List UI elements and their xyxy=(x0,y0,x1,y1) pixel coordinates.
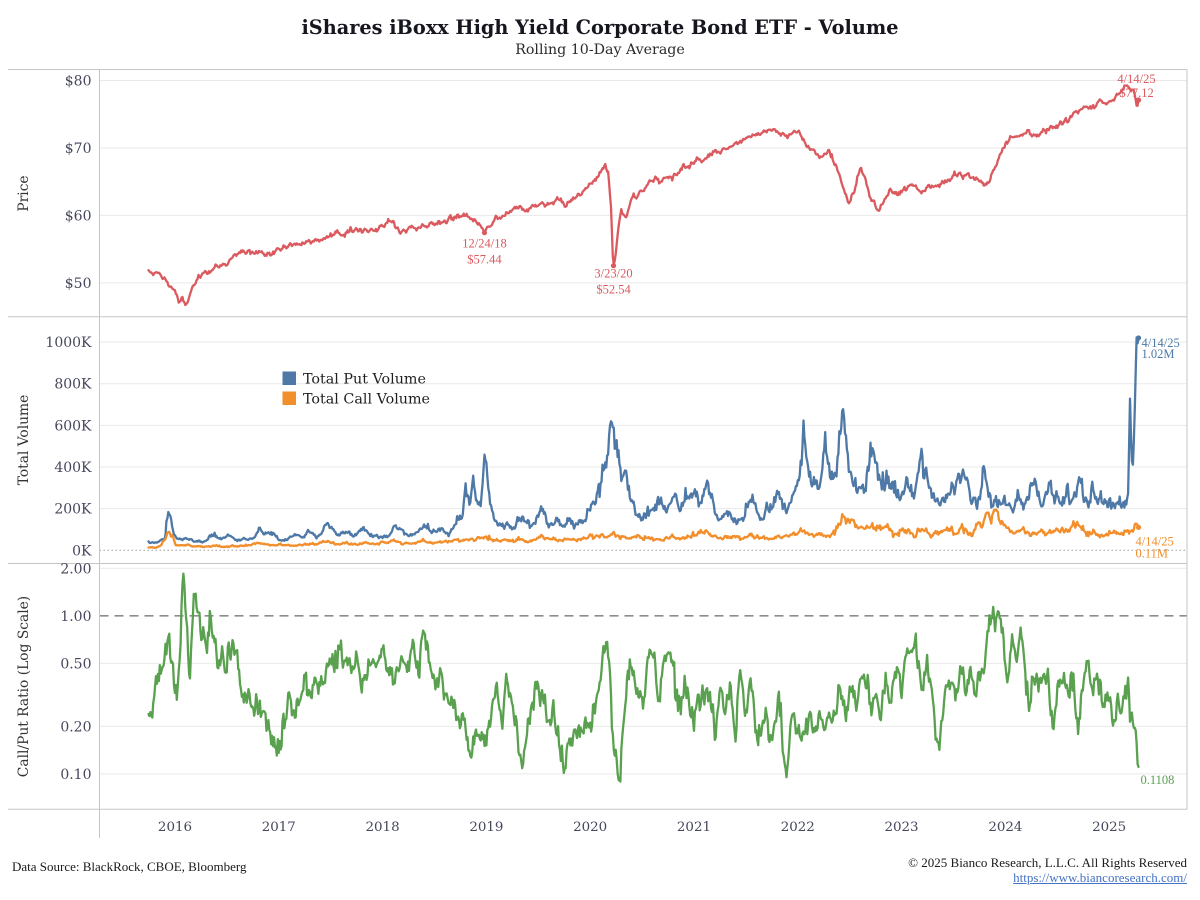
year-tick-label: 2016 xyxy=(158,820,192,835)
chart-subtitle: Rolling 10-Day Average xyxy=(515,42,685,58)
year-tick-label: 2020 xyxy=(573,820,607,835)
year-tick-label: 2024 xyxy=(988,820,1022,835)
price-tick-label: $80 xyxy=(65,74,92,90)
year-tick-label: 2023 xyxy=(885,820,919,835)
put-annotation-marker xyxy=(1135,335,1142,341)
price-annotation-marker xyxy=(1135,97,1142,103)
data-source-note: Data Source: BlackRock, CBOE, Bloomberg xyxy=(12,859,247,874)
volume-tick-label: 0K xyxy=(72,543,92,559)
ratio-tick-label: 0.20 xyxy=(60,719,91,735)
volume-tick-label: 400K xyxy=(54,460,92,476)
volume-tick-label: 200K xyxy=(54,502,92,518)
price-annotation-marker xyxy=(610,263,617,269)
ratio-axis-title: Call/Put Ratio (Log Scale) xyxy=(16,596,32,777)
price-tick-label: $50 xyxy=(65,276,92,292)
price-tick-label: $60 xyxy=(65,208,92,224)
ratio-tick-label: 0.50 xyxy=(60,656,91,672)
copyright-text: © 2025 Bianco Research, L.L.C. All Right… xyxy=(908,855,1187,870)
price-annotation-marker xyxy=(481,230,488,236)
call-line xyxy=(147,508,1140,549)
legend: Total Put Volume Total Call Volume xyxy=(282,371,430,408)
website-link[interactable]: https://www.biancoresearch.com/ xyxy=(1013,869,1187,885)
year-tick-label: 2019 xyxy=(469,820,503,835)
ratio-tick-label: 2.00 xyxy=(60,561,91,577)
chart-title: iShares iBoxx High Yield Corporate Bond … xyxy=(301,16,899,39)
year-tick-label: 2025 xyxy=(1092,820,1126,835)
volume-axis-title: Total Volume xyxy=(16,395,32,486)
copyright-block: © 2025 Bianco Research, L.L.C. All Right… xyxy=(908,855,1187,885)
axis-tick-labels: $50 $60 $70 $80 0K 200K 400K 600K 800K 1000K 0.10 0… xyxy=(45,74,1126,835)
put-line xyxy=(147,336,1140,545)
volume-tick-label: 1000K xyxy=(45,335,92,351)
price-tick-label: $70 xyxy=(65,141,92,157)
gridlines-layer xyxy=(99,80,1187,775)
price-annotation: 3/23/20 xyxy=(594,267,632,281)
year-tick-label: 2021 xyxy=(677,820,711,835)
call-annotation: 0.11M xyxy=(1136,546,1169,560)
volume-tick-label: 800K xyxy=(54,377,92,393)
price-annotation: $57.44 xyxy=(467,253,502,267)
year-tick-label: 2018 xyxy=(366,820,400,835)
put-legend-label: Total Put Volume xyxy=(303,372,426,388)
ratio-tick-label: 1.00 xyxy=(60,609,91,625)
price-annotation: 4/14/25 xyxy=(1117,72,1155,86)
year-tick-label: 2022 xyxy=(781,820,815,835)
ratio-annotation: 0.1108 xyxy=(1141,773,1175,787)
annotations-layer: 12/24/18$57.443/23/20$52.544/14/25$77.12… xyxy=(462,72,1179,787)
put-legend-swatch xyxy=(282,371,296,385)
call-annotation-marker xyxy=(1135,524,1142,530)
call-legend-swatch xyxy=(282,391,296,405)
put-annotation: 4/14/25 xyxy=(1142,336,1180,350)
call-legend-label: Total Call Volume xyxy=(303,392,430,408)
price-annotation: $52.54 xyxy=(596,283,631,297)
ratio-tick-label: 0.10 xyxy=(60,767,91,783)
ratio-line xyxy=(147,572,1140,783)
series-layer xyxy=(147,84,1140,783)
year-tick-label: 2017 xyxy=(262,820,296,835)
price-annotation: $77.12 xyxy=(1119,86,1153,100)
volume-tick-label: 600K xyxy=(54,418,92,434)
price-axis-title: Price xyxy=(16,175,32,211)
price-annotation: 12/24/18 xyxy=(462,237,506,251)
price-line xyxy=(147,84,1140,307)
panel-borders xyxy=(8,69,1188,838)
put-annotation: 1.02M xyxy=(1142,347,1175,361)
call-annotation: 4/14/25 xyxy=(1136,534,1174,548)
